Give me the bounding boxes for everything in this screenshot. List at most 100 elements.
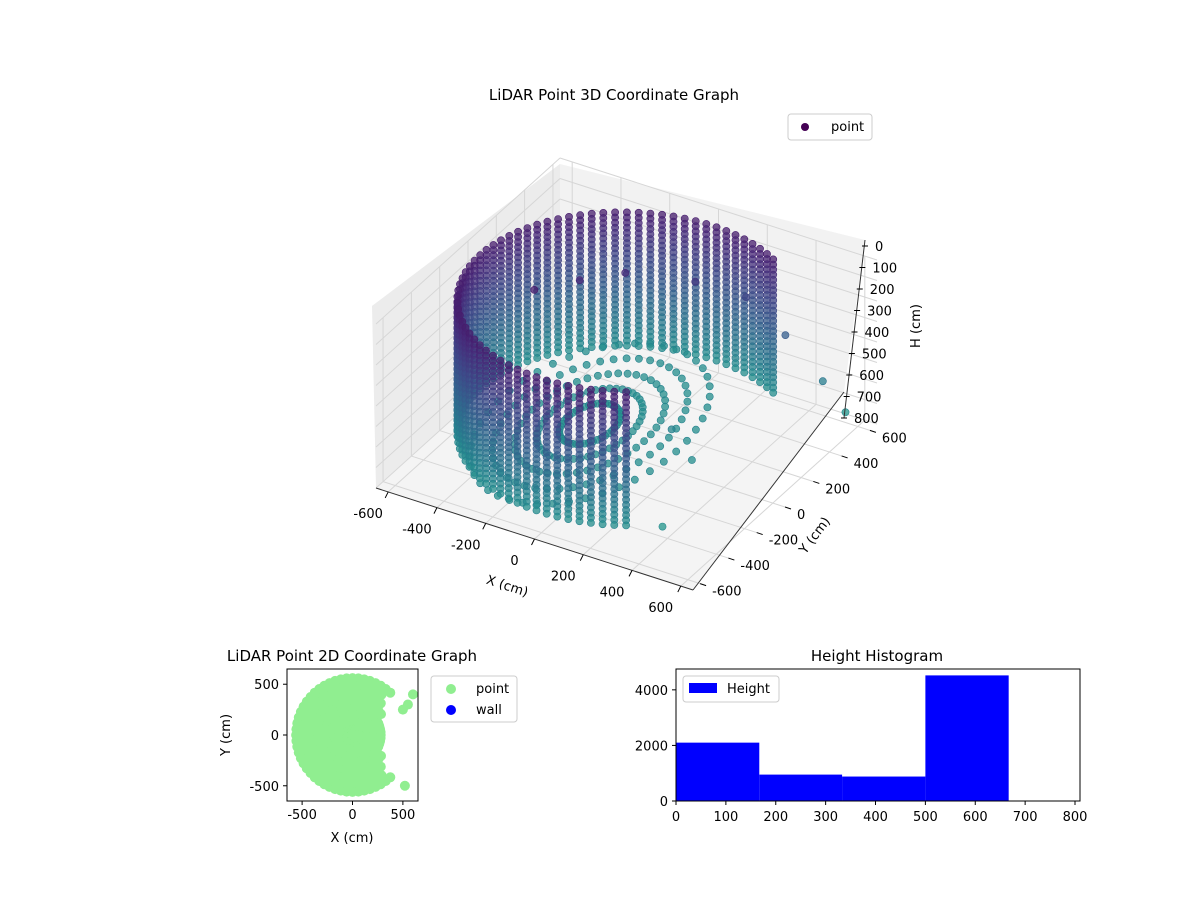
chart-2d-xlabel: X (cm) [331,831,374,846]
data-point [652,423,661,432]
data-point [681,406,690,415]
tick-mark [628,570,633,577]
z-tick-label: 800 [854,412,879,427]
data-point [722,360,731,369]
data-point [555,371,564,379]
data-point [683,389,692,398]
chart-3d-title: LiDAR Point 3D Coordinate Graph [489,86,739,104]
z-tick-label: 200 [870,283,895,298]
data-point [609,355,618,364]
x-tick-label: 500 [390,808,415,823]
data-point [692,356,700,365]
legend-label-height: Height [727,682,770,697]
x-tick-label: 0 [510,554,518,569]
x-tick-label: -200 [451,538,481,553]
data-point [683,436,691,445]
data-point [587,343,596,351]
tick-mark [841,455,848,459]
data-point [841,408,850,417]
data-point [748,373,757,382]
data-point [677,374,686,383]
chart-2d: LiDAR Point 2D Coordinate Graph -500 0 500… [219,647,518,846]
data-point [582,360,591,369]
tick-mark [869,429,877,433]
x-tick-label: 700 [1013,810,1038,825]
data-point [688,456,696,464]
y-tick-label: 2000 [635,739,668,754]
data-point [703,403,712,412]
data-point [575,517,584,526]
data-point [598,343,607,352]
data-point [656,416,665,425]
tick-mark [531,538,535,546]
legend-marker-height [689,683,717,693]
z-axis-line [843,239,866,419]
y-tick-label: 0 [797,508,805,523]
data-point [683,350,692,359]
data-point [781,331,790,339]
data-point [672,447,681,456]
data-point [542,509,551,518]
y-tick-label: 200 [825,482,850,497]
data-point [375,733,386,743]
data-point [665,433,673,442]
z-tick-label: 300 [867,305,892,320]
tick-mark [482,523,487,530]
data-point [581,347,590,356]
grid-line [375,157,561,325]
data-point [667,425,676,434]
data-point [756,378,764,386]
y-tick-label: 4000 [635,684,668,699]
x-tick-label: 200 [763,810,788,825]
x-tick-label: 500 [913,810,938,825]
data-point [691,277,700,286]
data-point [622,521,630,530]
chart-3d-xlabel: X (cm) [484,573,530,601]
x-tick-label: 0 [672,810,680,825]
data-point [523,357,532,366]
data-point [646,356,654,365]
data-point [513,498,522,507]
data-point [658,344,666,352]
x-tick-label: 100 [713,810,738,825]
legend-marker-point [446,684,456,694]
data-point [705,382,714,391]
data-point [476,479,485,488]
grid-line [375,178,561,345]
data-point [731,364,740,373]
data-point [656,442,665,451]
histogram-bars [676,675,1009,801]
legend-marker-point [801,123,809,131]
data-point [672,368,681,377]
z-tick-label: 500 [862,348,887,363]
data-point [553,512,562,521]
data-point [634,342,643,350]
histogram-ticks: 0 100 200 300 400 500 600 700 800 0 2000 4000 [635,684,1088,825]
x-tick-label: -400 [402,523,432,538]
data-point [647,376,655,385]
tick-mark [433,507,438,514]
data-point [621,268,630,277]
tick-mark [699,583,707,587]
data-point [583,374,592,383]
data-point [604,370,613,378]
data-point [623,369,632,378]
data-point [554,348,562,357]
data-point [703,372,712,381]
data-point [549,359,557,368]
data-point [623,341,631,350]
z-tick-label: 400 [865,326,890,341]
legend-marker-wall [446,705,456,715]
data-point [677,415,686,424]
data-point [646,342,655,351]
chart-3d-legend: point [787,113,873,141]
data-point [565,346,573,355]
data-point [399,780,410,791]
data-point [493,491,502,500]
data-point [659,457,668,466]
data-point [598,520,607,529]
tick-mark [728,557,735,561]
data-point [397,704,408,715]
y-tick-label: 0 [271,729,279,744]
y-tick-label: -400 [740,559,770,574]
